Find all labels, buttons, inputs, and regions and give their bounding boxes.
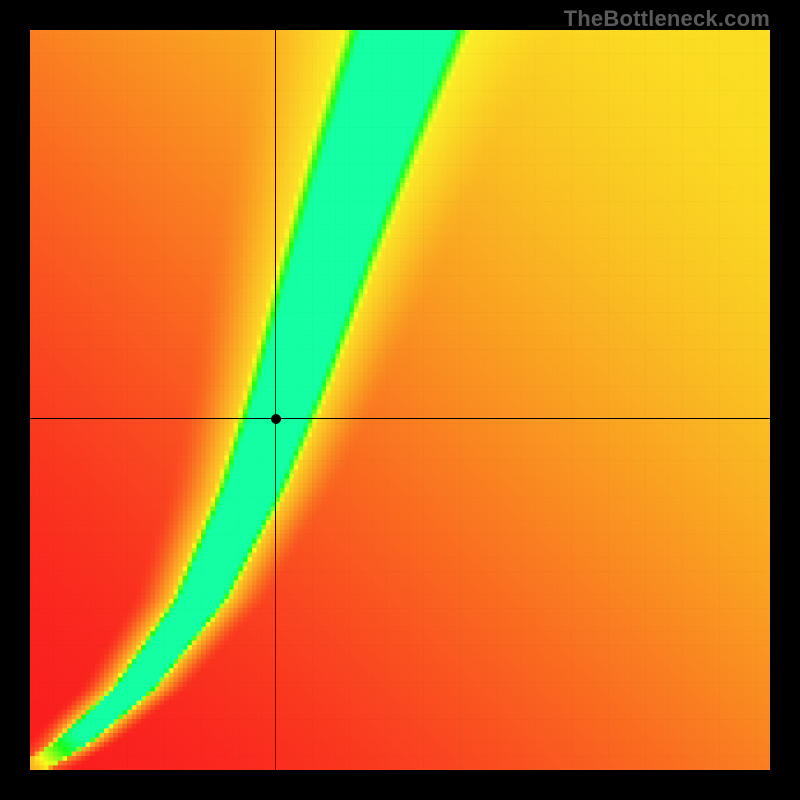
plot-area (30, 30, 770, 770)
bottleneck-heatmap (30, 30, 770, 770)
marker-dot (271, 414, 281, 424)
watermark-text: TheBottleneck.com (564, 6, 770, 32)
crosshair-vertical (275, 30, 276, 770)
chart-root: { "watermark": { "text": "TheBottleneck.… (0, 0, 800, 800)
crosshair-horizontal (30, 418, 770, 419)
